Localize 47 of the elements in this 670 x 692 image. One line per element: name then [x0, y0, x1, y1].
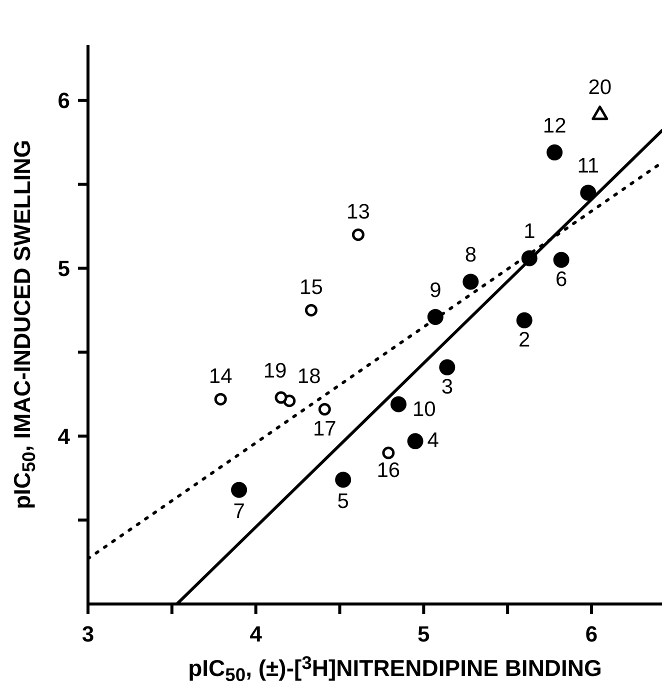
annotation: 15	[300, 276, 323, 300]
point	[407, 433, 424, 450]
annotation: 12	[542, 114, 566, 138]
annotation: 20	[588, 76, 612, 99]
annotation: 11	[577, 154, 600, 178]
annotation: 18	[297, 364, 321, 388]
point	[382, 446, 395, 460]
point	[352, 228, 364, 241]
point	[516, 312, 532, 328]
point	[462, 274, 479, 290]
y-tick-label: 4	[58, 424, 71, 449]
x-tick-label: 3	[82, 622, 94, 647]
annotation: 13	[346, 200, 370, 224]
y-tick-label: 5	[58, 256, 70, 282]
x-tick-label: 4	[250, 622, 263, 647]
annotation: 17	[312, 417, 336, 440]
point	[521, 250, 538, 266]
annotation: 4	[427, 429, 440, 452]
annotation: 6	[555, 268, 568, 291]
annotation: 2	[518, 328, 530, 352]
point	[214, 392, 227, 406]
point	[304, 304, 318, 316]
point	[274, 391, 288, 404]
annotation: 3	[441, 375, 454, 398]
x-tick-label: 5	[418, 622, 430, 647]
annotation: 10	[412, 398, 436, 422]
annotation: 19	[263, 360, 287, 383]
annotation: 8	[464, 244, 477, 267]
point	[335, 472, 352, 488]
y-tick-label: 6	[58, 88, 70, 114]
x-axis-title: pIC$_{50}$, (±)-[$^{3}$H]NITRENDIPINE BINDING	[188, 652, 602, 684]
point	[592, 106, 608, 120]
point	[231, 482, 248, 498]
point	[546, 144, 563, 160]
annotation: 1	[524, 220, 536, 244]
annotation: 5	[337, 490, 349, 513]
annotation: 16	[376, 458, 400, 482]
x-tick-label: 6	[585, 622, 598, 647]
point	[439, 359, 456, 376]
annotation: 9	[430, 278, 442, 302]
annotation: 14	[208, 365, 233, 388]
point	[318, 403, 331, 416]
point	[553, 252, 570, 268]
point	[427, 308, 444, 325]
point	[580, 184, 596, 201]
annotation: 7	[233, 500, 245, 523]
point	[390, 396, 406, 412]
